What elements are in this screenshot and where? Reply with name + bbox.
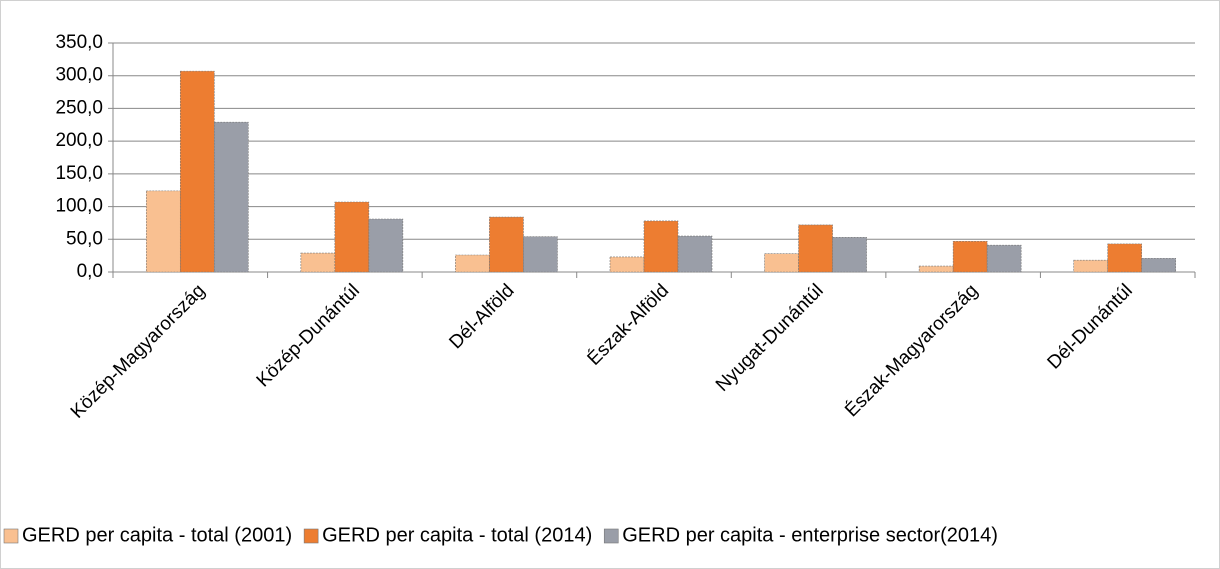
bar xyxy=(609,256,645,273)
y-tick-label: 150,0 xyxy=(55,163,103,184)
y-tick-label: 50,0 xyxy=(66,228,103,249)
bar xyxy=(489,216,524,273)
bar xyxy=(986,244,1022,273)
legend-swatch xyxy=(3,528,19,544)
y-tick-label: 200,0 xyxy=(55,130,103,151)
bar xyxy=(952,240,988,273)
bar xyxy=(455,254,490,273)
bar xyxy=(798,224,833,273)
legend-swatch xyxy=(603,528,619,544)
bar xyxy=(300,252,336,273)
legend-label: GERD per capita - enterprise sector(2014… xyxy=(622,524,998,546)
bar xyxy=(918,265,954,273)
legend-label: GERD per capita - total (2001) xyxy=(22,524,292,546)
legend-swatch xyxy=(303,528,319,544)
bar xyxy=(764,253,799,273)
legend-label: GERD per capita - total (2014) xyxy=(322,524,592,546)
y-tick-label: 350,0 xyxy=(55,32,103,53)
bar xyxy=(213,121,249,273)
y-tick-label: 300,0 xyxy=(55,65,103,86)
bar xyxy=(643,220,679,273)
bar xyxy=(334,201,370,273)
bar xyxy=(179,70,215,273)
bar xyxy=(1141,257,1177,273)
bar xyxy=(1073,259,1109,273)
y-tick-label: 100,0 xyxy=(55,196,103,217)
bar xyxy=(677,235,713,273)
bar xyxy=(832,237,867,273)
bar xyxy=(368,218,404,273)
y-tick-label: 0,0 xyxy=(77,261,103,282)
bar xyxy=(1107,243,1143,273)
y-tick-label: 250,0 xyxy=(55,97,103,118)
bar xyxy=(145,190,181,273)
bar xyxy=(523,236,558,273)
